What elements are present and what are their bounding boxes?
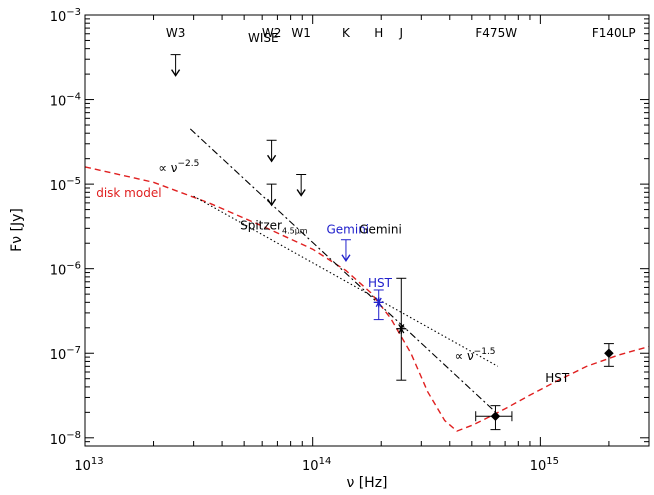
upper-limit-head [267,154,277,163]
band-label: W1 [291,26,311,40]
data-point [603,343,614,367]
annotation: disk model [96,186,161,200]
upper-limit-head [267,198,277,207]
data-point [475,405,513,431]
diamond-marker [490,411,501,421]
plot-frame [84,14,650,447]
y-axis-label: Fν [Jy] [9,208,25,252]
annotation: Spitzer4.5μm [240,219,308,236]
y-tick-label: 10−7 [50,345,81,363]
y-tick-label: 10−5 [50,176,81,194]
x-tick-label: 1015 [530,456,559,474]
upper-limit-head [296,189,306,197]
band-label: W2 [262,26,282,40]
data-point [396,277,407,381]
band-label: W3 [166,26,186,40]
annotation: WISE [248,31,279,45]
diamond-marker [604,348,614,359]
upper-limit-head [341,254,351,262]
x-tick-label: 1013 [74,456,103,474]
upper-limit-arrow [170,54,181,77]
x-tick-label: 1014 [302,456,331,474]
y-tick-label: 10−4 [50,92,81,110]
x-axis-label: ν [Hz] [346,475,387,491]
upper-limit-head [171,69,181,77]
upper-limit-arrow [266,183,277,207]
band-label: J [399,26,404,40]
band-label: F140LP [592,26,636,40]
series-line [189,128,499,415]
annotation: Gemini [327,223,370,237]
y-tick-label: 10−6 [50,261,81,279]
annotation: Gemini [359,223,402,237]
band-label: K [342,26,351,40]
band-label: H [374,26,383,40]
upper-limit-arrow [296,173,307,197]
y-tick-label: 10−8 [50,430,81,448]
band-label: F475W [475,26,517,40]
annotation: ∝ ν−2.5 [158,159,199,175]
annotation: HST [545,371,570,385]
upper-limit-arrow [266,139,277,163]
data-point [373,289,384,321]
upper-limit-arrow [340,239,351,262]
annotation: ∝ ν−1.5 [455,347,496,363]
y-tick-label: 10−3 [50,7,81,25]
annotation: HST [368,276,393,290]
